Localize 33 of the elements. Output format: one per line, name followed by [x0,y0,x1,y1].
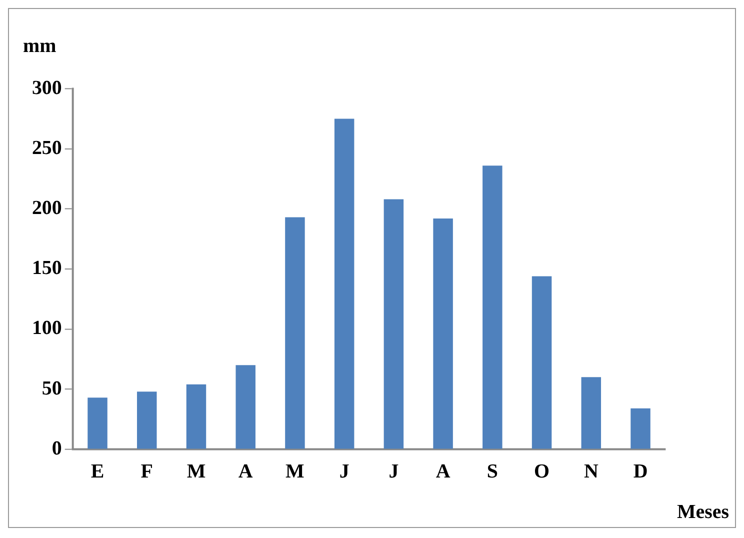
x-tick-label: E [90,460,104,482]
bar [384,199,404,449]
y-tick-label: 0 [52,437,62,460]
y-tick-label: 50 [42,377,62,400]
bar [285,217,305,449]
y-tick-label: 150 [32,257,62,280]
bar [630,408,650,449]
x-tick-label: O [534,460,550,482]
x-tick-label: A [436,460,451,482]
bar [136,392,157,449]
bar [482,166,502,449]
y-tick-label: 200 [32,197,62,220]
x-tick-label: N [584,460,599,482]
bar [88,398,108,449]
bar [532,276,552,449]
x-tick-label: J [388,460,399,482]
bar [581,377,602,449]
bar [186,384,206,449]
y-tick-label: 250 [32,136,62,159]
x-tick-label: S [486,460,498,482]
x-tick-label: M [186,460,206,482]
y-tick-label: 100 [32,317,62,340]
y-tick-label: 300 [32,76,62,99]
bar [236,365,256,449]
bar [433,218,453,449]
x-tick-label: A [238,460,254,482]
x-axis-title: Meses [676,501,730,524]
y-axis-title: mm [22,35,57,58]
x-tick-label: D [633,460,648,482]
x-tick-label: F [140,460,153,482]
x-tick-label: M [286,460,305,482]
x-tick-label: J [339,460,350,482]
bar [334,118,354,449]
